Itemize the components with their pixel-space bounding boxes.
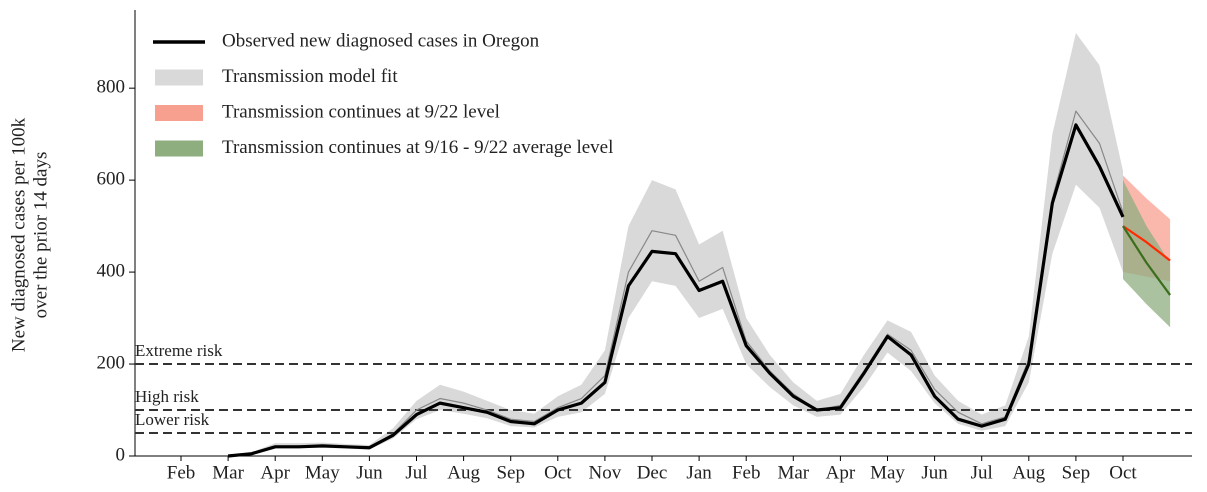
confidence-band (1123, 180, 1171, 328)
y-axis-label: New diagnosed cases per 100k (8, 117, 29, 352)
y-tick-label: 200 (97, 352, 126, 373)
data-line (1122, 225, 1171, 296)
legend-label: Transmission continues at 9/16 - 9/22 av… (222, 137, 613, 158)
x-tick-label: Mar (212, 462, 244, 483)
y-tick-label: 0 (116, 444, 126, 465)
y-tick-label: 800 (97, 77, 126, 98)
x-tick-label: Feb (732, 462, 761, 483)
threshold-label: Lower risk (135, 410, 210, 429)
legend-label: Observed new diagnosed cases in Oregon (222, 30, 540, 51)
x-tick-label: Aug (447, 462, 480, 483)
x-tick-label: Apr (826, 462, 856, 483)
confidence-band (228, 32, 1124, 457)
x-tick-label: May (305, 462, 340, 483)
x-tick-label: Sep (496, 462, 525, 483)
legend-label: Transmission continues at 9/22 level (222, 101, 500, 122)
x-tick-label: Sep (1062, 462, 1091, 483)
threshold-label: Extreme risk (135, 341, 223, 360)
x-tick-label: Oct (544, 462, 572, 483)
x-tick-label: Nov (589, 462, 622, 483)
x-tick-label: Mar (777, 462, 809, 483)
legend-swatch (155, 69, 203, 86)
legend-swatch (155, 140, 203, 157)
x-tick-label: Oct (1109, 462, 1137, 483)
legend-label: Transmission model fit (222, 66, 398, 87)
threshold-label: High risk (135, 387, 199, 406)
x-tick-label: Jul (971, 462, 993, 483)
x-tick-label: Jul (405, 462, 427, 483)
x-tick-label: May (870, 462, 905, 483)
x-tick-label: Aug (1012, 462, 1045, 483)
x-tick-label: Apr (260, 462, 290, 483)
y-tick-label: 600 (97, 168, 126, 189)
x-tick-label: Jan (686, 462, 712, 483)
data-line (227, 123, 1125, 458)
y-tick-label: 400 (97, 260, 126, 281)
data-line (1122, 225, 1171, 262)
x-tick-label: Jun (356, 462, 383, 483)
x-tick-label: Feb (167, 462, 196, 483)
x-tick-label: Dec (637, 462, 668, 483)
legend-swatch (155, 105, 203, 121)
x-tick-label: Jun (921, 462, 948, 483)
y-axis-label: over the prior 14 days (30, 152, 51, 319)
